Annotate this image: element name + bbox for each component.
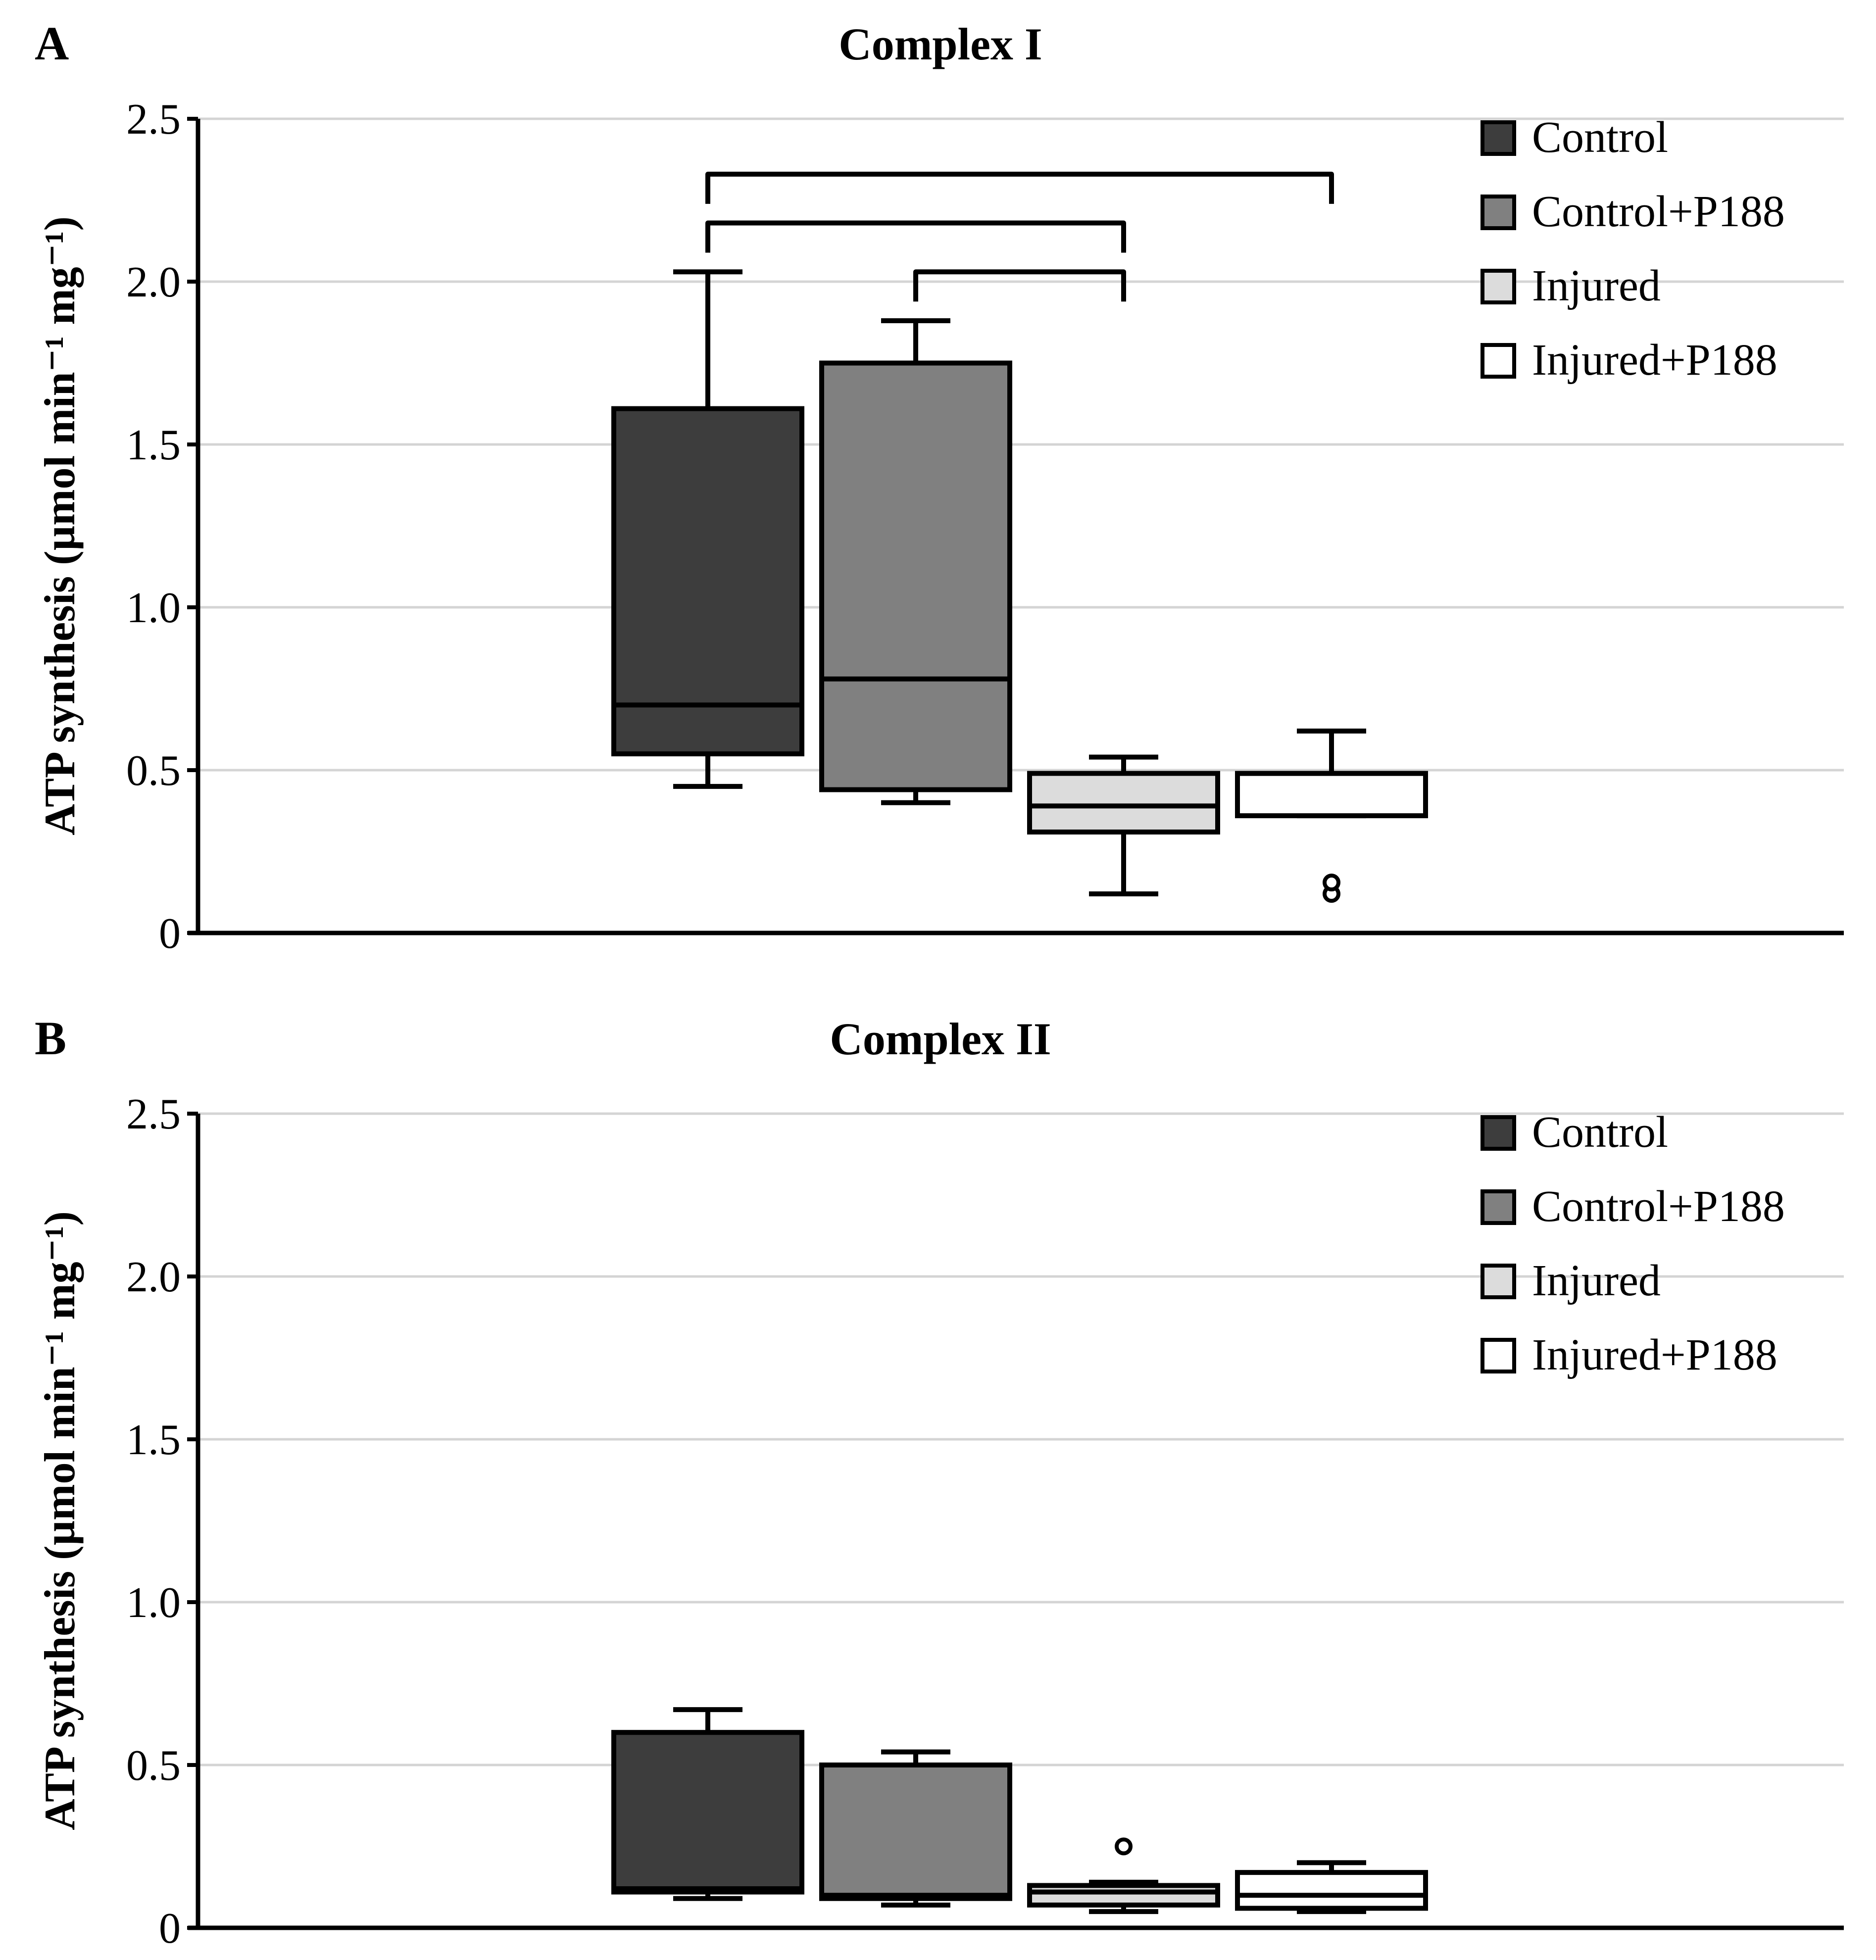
box	[1027, 771, 1220, 835]
legend-swatch	[1481, 1115, 1516, 1151]
legend-label: Control	[1532, 1108, 1668, 1157]
legend-swatch	[1481, 195, 1516, 230]
box	[1235, 1870, 1428, 1911]
chart-b-svg: B Complex II 0 0.5 1.0 1.5 2.0 2.5 ATP synthesis…	[35, 1012, 1844, 1953]
legend-swatch	[1481, 120, 1516, 156]
legend-swatch	[1481, 1338, 1516, 1373]
box	[819, 1763, 1012, 1901]
legend-swatch	[1481, 343, 1516, 379]
chart-title: Complex II	[830, 1014, 1051, 1064]
y-tick-label: 1.0	[126, 1579, 181, 1627]
box	[1027, 1883, 1220, 1908]
panel-letter: A	[35, 17, 69, 70]
significance-bracket	[913, 269, 1126, 302]
chart-a-svg: A Complex I 0 0.5 1.0 1.5 2.0 2.5 ATP synthesis …	[35, 17, 1844, 958]
chart-panel-a: A Complex I 0 0.5 1.0 1.5 2.0 2.5 ATP synthesis …	[0, 0, 1876, 970]
box	[1235, 771, 1428, 819]
outlier-point	[1323, 874, 1340, 892]
legend-label: Control+P188	[1532, 187, 1785, 236]
legend-label: Injured+P188	[1532, 1330, 1777, 1379]
y-tick-label: 2.0	[126, 258, 181, 306]
legend-label: Injured	[1532, 261, 1661, 310]
significance-bracket	[705, 171, 1334, 204]
panel-letter: B	[35, 1012, 66, 1065]
y-tick-label: 2.0	[126, 1253, 181, 1301]
legend-swatch	[1481, 269, 1516, 304]
chart-title: Complex I	[839, 19, 1042, 69]
box	[611, 406, 804, 757]
y-tick-label: 0.5	[126, 1742, 181, 1790]
legend-label: Control+P188	[1532, 1182, 1785, 1231]
y-tick-label: 0	[159, 910, 181, 958]
y-tick-label: 2.5	[126, 96, 181, 144]
y-tick-label: 1.5	[126, 1416, 181, 1464]
outlier-point	[1115, 1837, 1133, 1856]
y-tick-label: 0.5	[126, 747, 181, 795]
legend-label: Injured	[1532, 1256, 1661, 1305]
legend-label: Control	[1532, 113, 1668, 162]
chart-panel-b: B Complex II 0 0.5 1.0 1.5 2.0 2.5 ATP synthesis…	[0, 995, 1876, 1960]
y-tick-label: 2.5	[126, 1090, 181, 1138]
box	[611, 1730, 804, 1895]
legend-label: Injured+P188	[1532, 336, 1777, 385]
y-tick-label: 1.5	[126, 421, 181, 469]
legend-swatch	[1481, 1189, 1516, 1225]
significance-bracket	[705, 220, 1126, 253]
y-axis-label: ATP synthesis (µmol min⁻¹ mg⁻¹)	[36, 216, 84, 835]
y-tick-label: 0	[159, 1905, 181, 1953]
legend-swatch	[1481, 1264, 1516, 1299]
y-axis-label: ATP synthesis (µmol min⁻¹ mg⁻¹)	[36, 1211, 84, 1830]
box	[819, 360, 1012, 792]
y-tick-label: 1.0	[126, 584, 181, 632]
